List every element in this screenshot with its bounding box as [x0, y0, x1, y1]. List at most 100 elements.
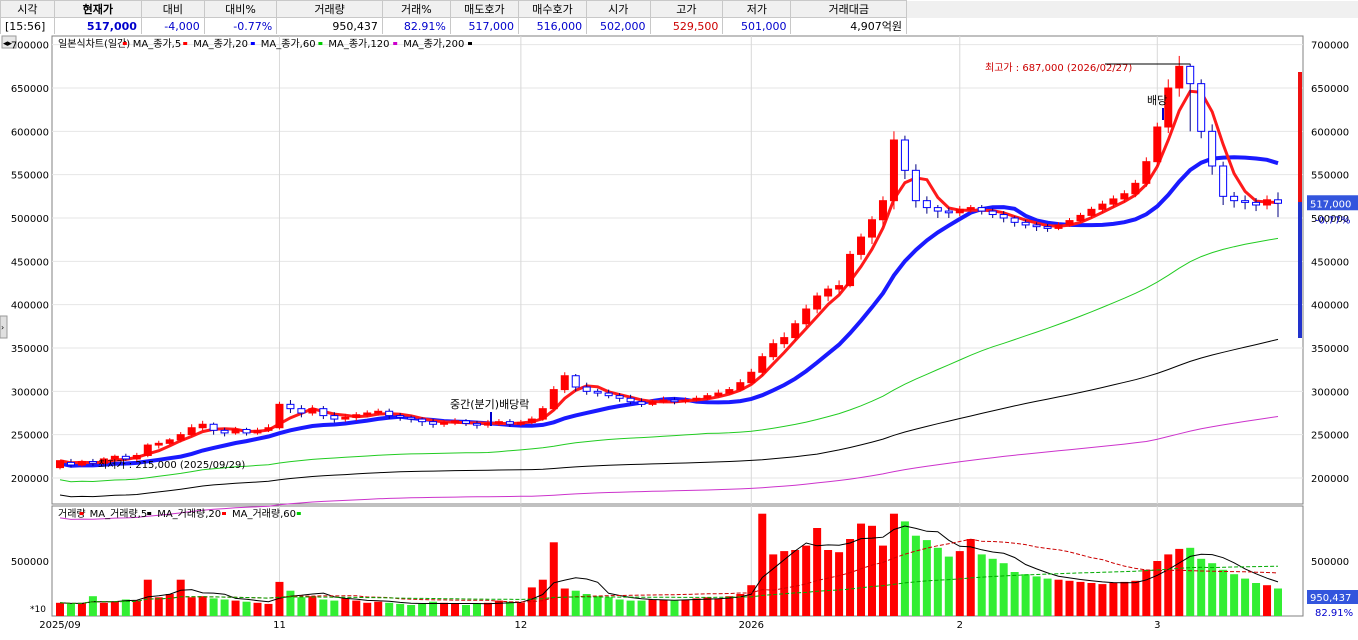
candle-body [1186, 65, 1195, 85]
candle-body [1142, 161, 1151, 184]
candle-body [143, 444, 152, 456]
candle-body [154, 442, 163, 446]
quote-value: 502,000 [586, 17, 651, 35]
candle-body [308, 408, 317, 414]
candle-body [626, 397, 635, 403]
price-legend-item: MA_종가,200 [403, 38, 464, 50]
volume-bar [911, 535, 920, 616]
price-axis-label-right: 600000 [1311, 127, 1349, 138]
price-axis-label-right: 400000 [1311, 301, 1349, 312]
volume-bar [1241, 578, 1250, 616]
volume-bar [99, 602, 108, 616]
volume-bar [264, 603, 273, 616]
current-volume-pct-label: 82.91% [1315, 608, 1353, 619]
volume-bar [758, 513, 767, 616]
volume-bar [736, 594, 745, 616]
price-axis-label-left: 300000 [11, 387, 49, 398]
price-legend-item: 일본식차트(일간) [58, 38, 130, 50]
x-axis-label: 2025/09 [39, 620, 81, 631]
volume-bar [1230, 574, 1239, 616]
volume-bar [692, 598, 701, 616]
volume-bar [747, 585, 756, 616]
candle-body [1065, 220, 1074, 226]
candle-body [977, 207, 986, 212]
chart-area[interactable]: ◂▸ › 700000 700000 650000 650000 600000 600000 5… [0, 34, 1358, 640]
volume-bar [110, 601, 119, 616]
volume-bar [286, 590, 295, 616]
candle-body [1043, 226, 1052, 229]
candle-body [341, 416, 350, 420]
volume-bar [253, 602, 262, 616]
candle-body [286, 403, 295, 410]
volume-bar [988, 558, 997, 616]
volume-bar [143, 579, 152, 616]
volume-bar [418, 603, 427, 616]
candle-body [615, 395, 624, 399]
candle-body [670, 399, 679, 403]
volume-bar [330, 600, 339, 616]
candle-body [505, 421, 514, 425]
quote-header: 매수호가 [517, 0, 588, 18]
volume-unit-label: *10 [30, 605, 46, 615]
candle-body [472, 422, 481, 426]
volume-ma5-line [59, 525, 1279, 605]
candle-body [725, 389, 734, 394]
quote-header: 시각 [0, 0, 55, 18]
volume-legend-item: 거래량 [58, 508, 86, 520]
candle-body [99, 458, 108, 464]
candle-body [703, 395, 712, 399]
candle-body [802, 308, 811, 325]
x-axis-label: 2 [957, 620, 963, 631]
candle-body [922, 200, 931, 209]
price-axis-label-right: 350000 [1311, 344, 1349, 355]
quote-bar: 시각 현재가 대비 대비% 거래량 거래% 매도호가 매수호가 시가 고가 저가 거래대금 [15:5… [0, 0, 1358, 35]
candle-body [363, 412, 372, 416]
quote-value: 82.91% [381, 17, 451, 35]
quote-header: 거래대금 [790, 0, 907, 18]
quote-value: -0.77% [203, 17, 278, 35]
candle-body [769, 343, 778, 358]
candle-body [604, 392, 613, 397]
volume-bar [582, 594, 591, 616]
candle-body [374, 410, 383, 414]
volume-bar [154, 597, 163, 616]
volume-bar [374, 601, 383, 616]
price-legend-swatch [393, 42, 398, 45]
candle-body [220, 429, 229, 434]
candle-body [231, 428, 240, 434]
candle-body [1109, 198, 1118, 205]
candle-body [209, 423, 218, 431]
candle-body [835, 285, 844, 290]
price-legend-item: MA_종가,60 [261, 38, 316, 50]
chart-svg[interactable]: ◂▸ › 700000 700000 650000 650000 600000 600000 5… [0, 34, 1358, 637]
volume-bar [341, 598, 350, 616]
quote-header: 시가 [586, 0, 651, 18]
candle-body [857, 236, 866, 255]
volume-legend-item: MA_거래량,5 [90, 508, 148, 520]
volume-bar [615, 599, 624, 616]
candle-body [1098, 203, 1107, 210]
candle-body [999, 214, 1008, 219]
volume-bar [1186, 547, 1195, 616]
volume-bar [319, 599, 328, 616]
volume-bar [593, 596, 602, 616]
volume-bar [944, 556, 953, 616]
price-legend-item: MA_종가,20 [193, 38, 248, 50]
price-axis-label-left: 450000 [11, 257, 49, 268]
volume-bar [714, 598, 723, 616]
volume-bar [1087, 583, 1096, 616]
current-volume-box [1307, 590, 1358, 604]
volume-bar [275, 581, 284, 616]
candle-body [198, 423, 207, 429]
quote-value: 516,000 [517, 17, 588, 35]
volume-bar [462, 605, 470, 616]
volume-legend-item: MA_거래량,60 [232, 508, 296, 520]
candle-body [846, 253, 855, 287]
candle-body [681, 399, 690, 403]
quote-value: [15:56] [0, 17, 55, 35]
volume-bar [1142, 569, 1151, 616]
price-legend-swatch [250, 42, 255, 45]
volume-bar [835, 552, 844, 616]
volume-bar [999, 563, 1008, 616]
candle-body [1131, 182, 1140, 195]
